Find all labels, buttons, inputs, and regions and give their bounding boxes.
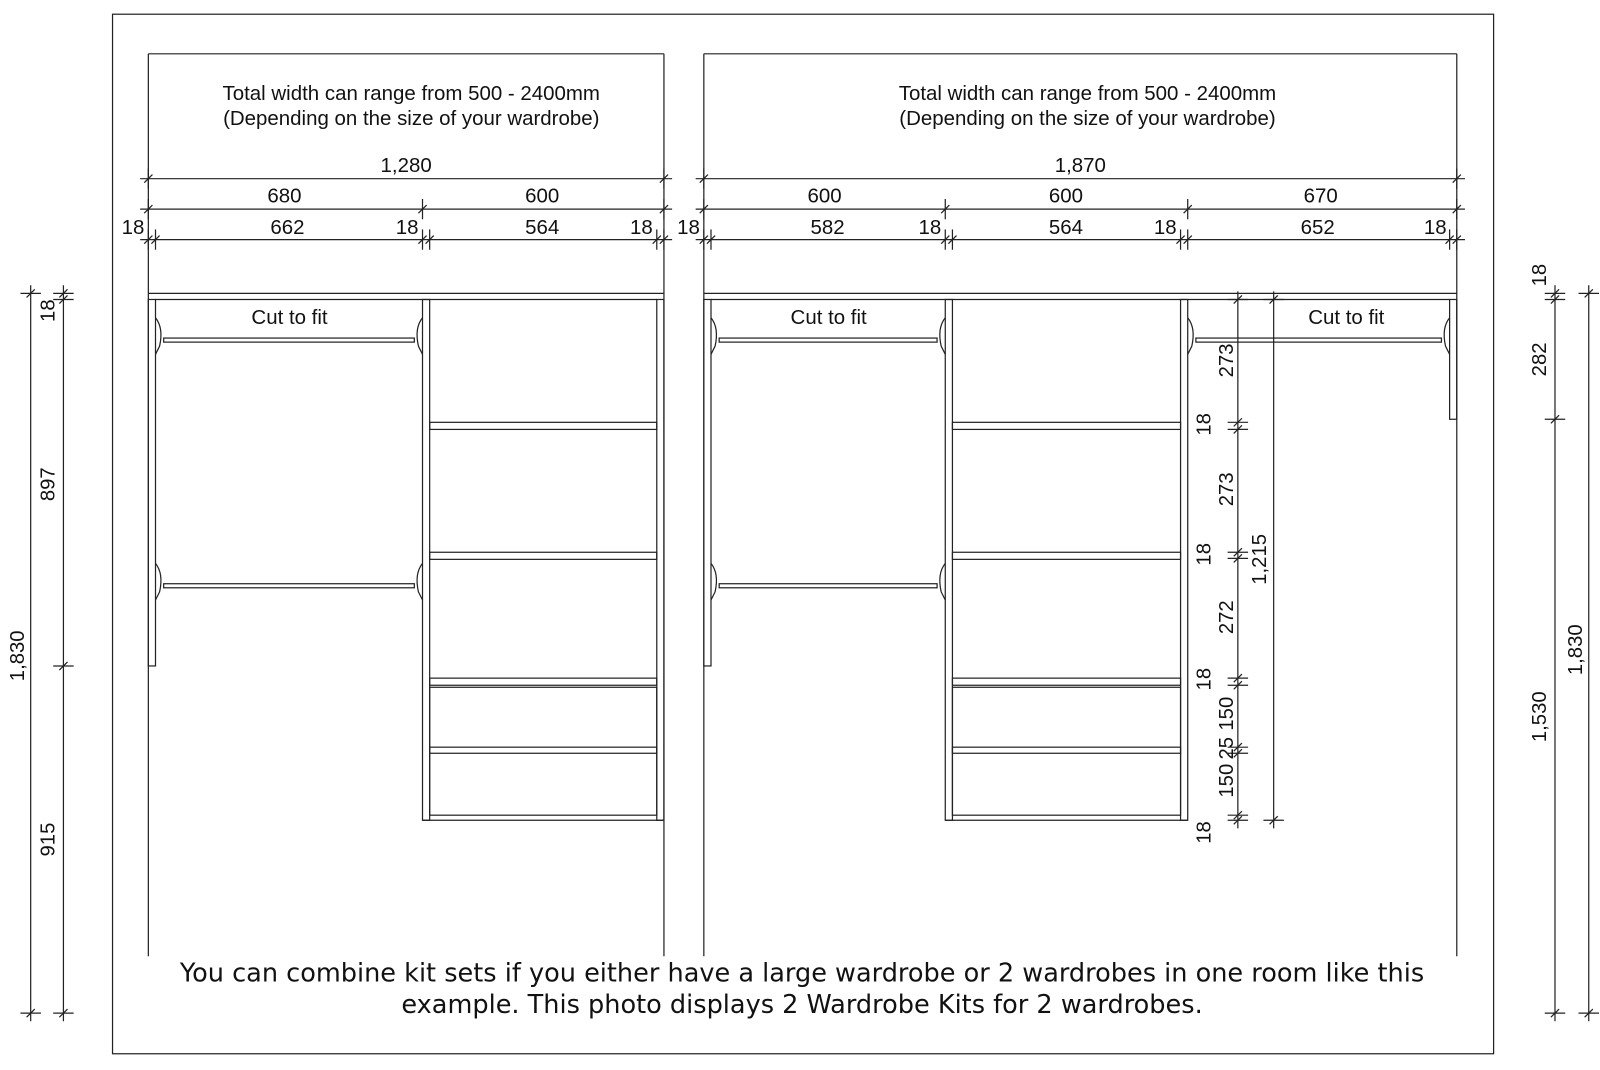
rail [163, 337, 415, 343]
label: 18 [919, 217, 942, 239]
label: Cut to fit [251, 307, 328, 329]
drawer [951, 686, 1182, 816]
label: 150 [1216, 697, 1238, 731]
rail-bracket [416, 563, 424, 601]
label: 18 [1193, 668, 1215, 691]
rail [718, 583, 938, 589]
label: 915 [37, 823, 59, 857]
label: 1,830 [7, 630, 29, 681]
shelf [951, 677, 1182, 686]
label: 273 [1216, 343, 1238, 377]
label: (Depending on the size of your wardrobe) [223, 108, 599, 130]
drawer-bar [951, 746, 1182, 754]
label: 564 [525, 217, 559, 239]
label: 18 [1424, 217, 1447, 239]
label: 1,530 [1529, 691, 1551, 742]
drawer [429, 686, 658, 816]
label: 273 [1216, 472, 1238, 506]
label: 150 [1216, 764, 1238, 798]
rail [718, 337, 938, 343]
label: 18 [37, 299, 59, 322]
rail-bracket [939, 563, 946, 601]
label: 272 [1216, 600, 1238, 634]
label: 662 [270, 217, 304, 239]
label: 564 [1049, 217, 1083, 239]
divider [1179, 298, 1189, 821]
divider [656, 298, 665, 821]
rail-bracket [1187, 317, 1194, 355]
label: 282 [1529, 342, 1551, 376]
label: 600 [807, 185, 841, 207]
side-panel [703, 298, 712, 667]
label: 18 [630, 217, 653, 239]
label: 1,870 [1055, 155, 1106, 177]
rail-bracket [710, 563, 718, 601]
label: Cut to fit [1308, 307, 1385, 329]
rail-bracket [416, 317, 424, 355]
rail-bracket [154, 317, 162, 355]
label: 18 [396, 217, 419, 239]
rail-bracket [154, 563, 162, 601]
label: 18 [1193, 413, 1215, 436]
label: 25 [1216, 737, 1238, 760]
side-panel [147, 298, 157, 667]
label: 652 [1301, 217, 1335, 239]
divider [944, 298, 954, 821]
label: 897 [37, 467, 59, 501]
rail-bracket [1443, 317, 1451, 355]
shelf [429, 421, 658, 431]
shelf [429, 551, 658, 560]
label: 18 [1529, 264, 1551, 287]
label: 18 [1193, 821, 1215, 844]
label: example. This photo displays 2 Wardrobe … [401, 990, 1202, 1020]
rail [163, 583, 415, 589]
label: 18 [1193, 543, 1215, 566]
shelf [951, 551, 1182, 560]
label: 1,830 [1565, 624, 1587, 675]
label: 1,280 [381, 155, 432, 177]
rail-bracket [939, 317, 946, 355]
divider [421, 298, 431, 821]
label: 680 [267, 185, 301, 207]
label: 18 [1154, 217, 1177, 239]
shelf [951, 421, 1182, 431]
label: 600 [1049, 185, 1083, 207]
label: Cut to fit [791, 307, 868, 329]
label: (Depending on the size of your wardrobe) [899, 108, 1275, 130]
shelf [429, 677, 658, 686]
label: 18 [677, 217, 700, 239]
drawer-bar [429, 746, 658, 754]
label: 18 [122, 217, 145, 239]
label: 600 [525, 185, 559, 207]
frame [111, 13, 1495, 1055]
label: 582 [811, 217, 845, 239]
rail [1195, 337, 1443, 343]
label: 1,215 [1249, 534, 1271, 585]
side-panel [1449, 298, 1458, 420]
rail-bracket [710, 317, 718, 355]
label: You can combine kit sets if you either h… [179, 959, 1424, 989]
label: Total width can range from 500 - 2400mm [223, 83, 600, 105]
label: 670 [1304, 185, 1338, 207]
label: Total width can range from 500 - 2400mm [899, 83, 1276, 105]
